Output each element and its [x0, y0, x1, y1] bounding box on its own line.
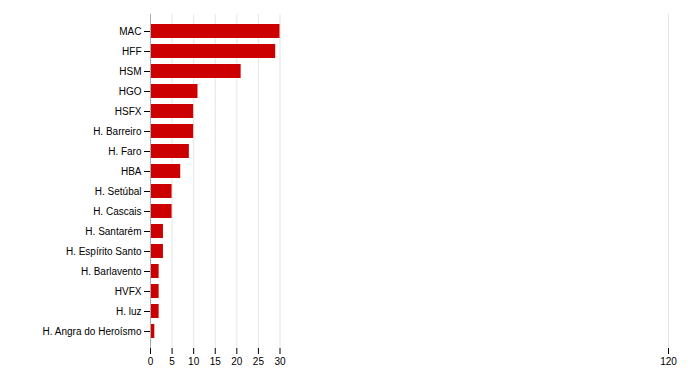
svg-text:MAC: MAC [119, 26, 141, 37]
svg-text:120: 120 [660, 356, 677, 367]
svg-text:H. Barlavento: H. Barlavento [81, 266, 142, 277]
svg-text:H. Setúbal: H. Setúbal [95, 186, 142, 197]
svg-text:20: 20 [231, 356, 243, 367]
svg-text:HSM: HSM [119, 66, 141, 77]
svg-text:H. Faro: H. Faro [108, 146, 142, 157]
svg-text:HFF: HFF [122, 46, 141, 57]
svg-text:25: 25 [253, 356, 265, 367]
svg-text:10: 10 [188, 356, 200, 367]
svg-text:15: 15 [210, 356, 222, 367]
svg-text:HBA: HBA [121, 166, 142, 177]
svg-text:HSFX: HSFX [115, 106, 142, 117]
svg-text:HVFX: HVFX [115, 286, 142, 297]
svg-text:H. Espírito Santo: H. Espírito Santo [66, 246, 142, 257]
svg-text:30: 30 [274, 356, 286, 367]
svg-text:H. Santarém: H. Santarém [85, 226, 141, 237]
svg-text:H. luz: H. luz [116, 306, 142, 317]
svg-text:H. Barreiro: H. Barreiro [93, 126, 142, 137]
svg-text:H. Cascais: H. Cascais [93, 206, 141, 217]
svg-text:H. Angra do Heroísmo: H. Angra do Heroísmo [43, 326, 142, 337]
svg-text:0: 0 [148, 356, 154, 367]
svg-text:5: 5 [169, 356, 175, 367]
svg-text:HGO: HGO [119, 86, 142, 97]
